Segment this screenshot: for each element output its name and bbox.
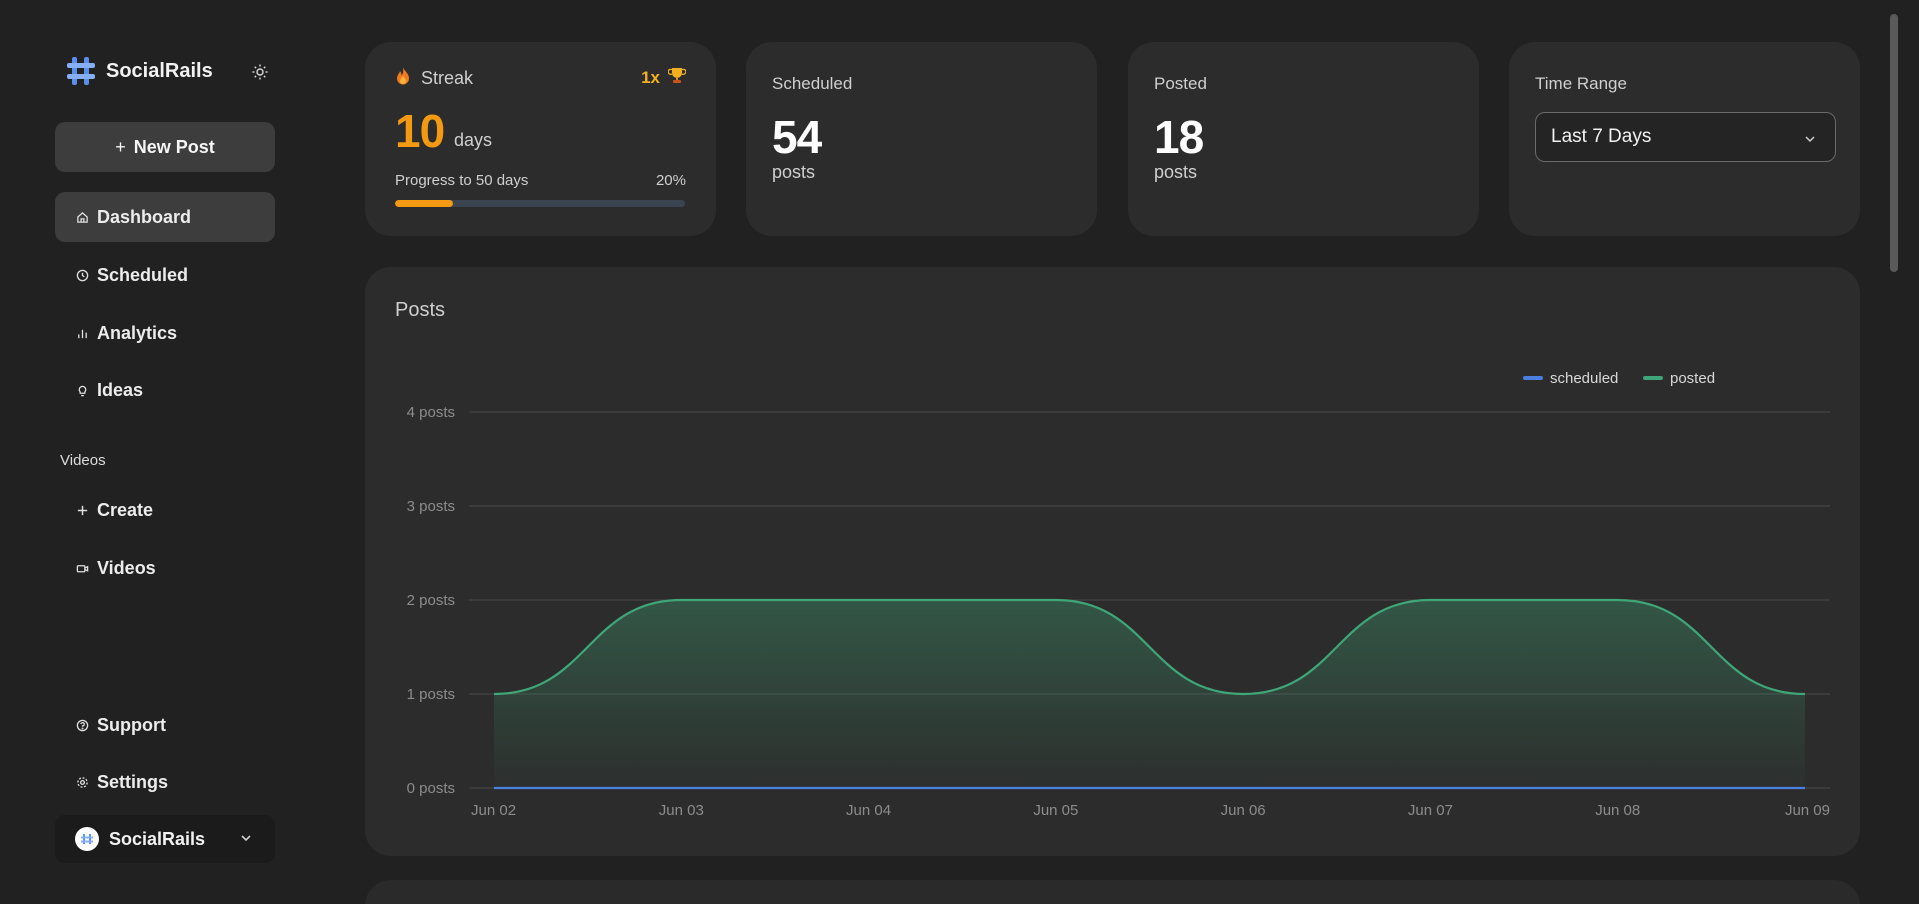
sidebar-item-label: Create xyxy=(97,499,154,520)
time-range-select[interactable]: Last 7 Days xyxy=(1535,112,1836,162)
legend-label-scheduled: scheduled xyxy=(1550,370,1618,387)
streak-card: Streak 1x 10 days Progress to 50 days 20… xyxy=(365,42,716,236)
plus-icon xyxy=(75,503,89,517)
scheduled-label: Scheduled xyxy=(772,74,853,93)
sidebar-item-label: Analytics xyxy=(97,322,178,343)
videos-section-label: Videos xyxy=(60,452,106,469)
time-range-value: Last 7 Days xyxy=(1551,126,1652,147)
y-tick-label: 0 posts xyxy=(407,780,455,797)
chart-title: Posts xyxy=(395,299,446,321)
streak-unit: days xyxy=(454,130,493,150)
account-switcher[interactable]: SocialRails xyxy=(55,815,275,863)
sidebar-item-settings[interactable]: Settings xyxy=(55,757,275,807)
x-tick-label: Jun 08 xyxy=(1595,802,1640,819)
posted-area xyxy=(494,600,1805,788)
x-tick-label: Jun 09 xyxy=(1785,802,1830,819)
posts-chart: 0 posts 1 posts 2 posts 3 posts 4 posts Jun 0… xyxy=(407,370,1830,819)
sidebar-item-dashboard[interactable]: Dashboard xyxy=(55,192,275,242)
posted-label: Posted xyxy=(1154,74,1207,93)
x-tick-label: Jun 03 xyxy=(659,802,704,819)
streak-header: Streak xyxy=(395,66,473,91)
x-tick-label: Jun 04 xyxy=(846,802,891,819)
bar-chart-icon xyxy=(75,326,89,340)
plus-icon: + xyxy=(115,136,126,157)
brand[interactable]: SocialRails xyxy=(64,54,213,88)
progress-bar xyxy=(395,200,685,207)
y-tick-label: 2 posts xyxy=(407,592,455,609)
sidebar-item-videos[interactable]: Videos xyxy=(55,543,275,593)
scheduled-unit: posts xyxy=(772,162,816,182)
flame-icon xyxy=(395,66,411,91)
help-circle-icon xyxy=(75,718,89,732)
chevron-down-icon xyxy=(239,831,253,850)
hashtag-logo-icon xyxy=(67,57,95,85)
clock-icon xyxy=(75,268,89,282)
brand-name: SocialRails xyxy=(106,59,213,82)
multiplier-value: 1x xyxy=(641,67,660,87)
video-camera-icon xyxy=(75,561,89,575)
sidebar-item-label: Settings xyxy=(97,771,169,792)
x-tick-label: Jun 05 xyxy=(1033,802,1078,819)
streak-title: Streak xyxy=(421,68,474,88)
chevron-down-icon xyxy=(1803,130,1817,152)
legend-label-posted: posted xyxy=(1670,370,1715,387)
x-tick-label: Jun 07 xyxy=(1408,802,1453,819)
x-tick-label: Jun 02 xyxy=(471,802,516,819)
y-tick-label: 4 posts xyxy=(407,404,455,421)
posted-series-line xyxy=(493,598,1806,696)
progress-fill xyxy=(395,200,453,207)
sidebar: SocialRails + New Post Dashboard Schedul… xyxy=(0,0,330,904)
sidebar-item-ideas[interactable]: Ideas xyxy=(55,365,275,415)
scheduled-count: 54 xyxy=(772,111,822,163)
sidebar-item-scheduled[interactable]: Scheduled xyxy=(55,250,275,300)
lightbulb-icon xyxy=(75,383,89,397)
scrollbar-thumb[interactable] xyxy=(1890,14,1898,272)
time-range-card: Time Range Last 7 Days xyxy=(1509,42,1860,236)
avatar xyxy=(75,827,99,851)
account-name: SocialRails xyxy=(109,828,206,849)
sidebar-item-support[interactable]: Support xyxy=(55,700,275,750)
new-post-label: New Post xyxy=(133,136,215,157)
sidebar-item-label: Ideas xyxy=(97,379,144,400)
posted-unit: posts xyxy=(1154,162,1198,182)
sidebar-item-label: Support xyxy=(97,714,166,735)
streak-multiplier-badge: 1x xyxy=(641,66,687,89)
sidebar-item-analytics[interactable]: Analytics xyxy=(55,308,275,358)
time-range-label: Time Range xyxy=(1535,74,1627,93)
sidebar-item-label: Dashboard xyxy=(97,206,192,227)
streak-count: 10 xyxy=(395,105,445,157)
theme-toggle-sun-icon[interactable] xyxy=(250,62,270,82)
sidebar-item-label: Videos xyxy=(97,557,156,578)
progress-percent: 20% xyxy=(655,172,686,189)
y-tick-label: 3 posts xyxy=(407,498,455,515)
progress-label: Progress to 50 days xyxy=(395,172,529,189)
x-tick-label: Jun 06 xyxy=(1221,802,1266,819)
scheduled-card: Scheduled 54 posts xyxy=(746,42,1097,236)
next-panel xyxy=(365,880,1860,904)
y-tick-label: 1 posts xyxy=(407,686,455,703)
trophy-icon xyxy=(667,66,687,89)
new-post-button[interactable]: + New Post xyxy=(55,122,275,172)
posted-card: Posted 18 posts xyxy=(1128,42,1479,236)
posted-count: 18 xyxy=(1154,111,1204,163)
posts-chart-panel: Posts 0 posts 1 posts 2 posts 3 posts 4 post… xyxy=(365,267,1860,856)
sidebar-item-label: Scheduled xyxy=(97,264,189,285)
gear-icon xyxy=(75,775,89,789)
sidebar-item-create[interactable]: Create xyxy=(55,485,275,535)
home-icon xyxy=(75,210,89,224)
